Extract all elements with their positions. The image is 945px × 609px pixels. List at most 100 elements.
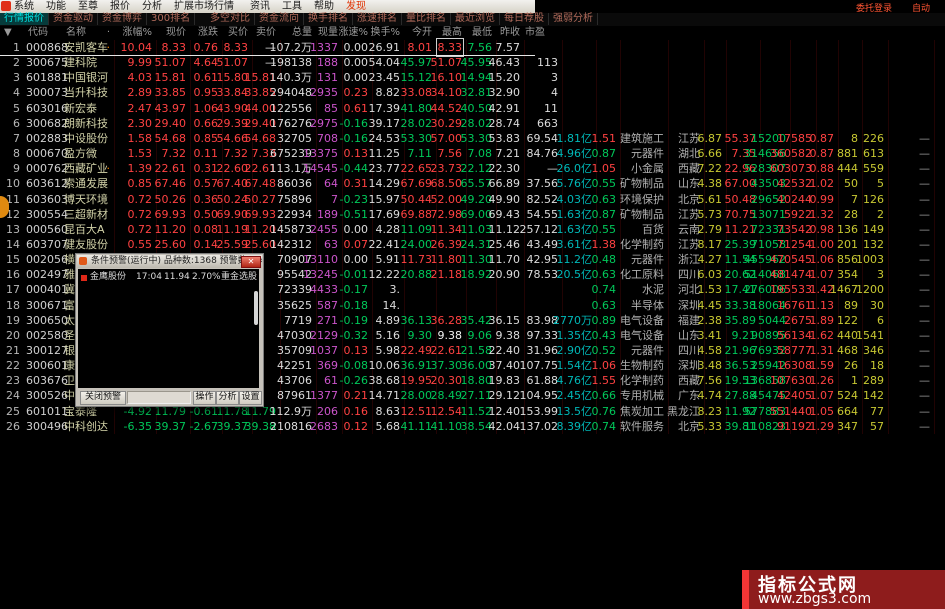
menu-item-8[interactable]: 帮助 [314,1,334,12]
menu-item-discover[interactable]: 发现 [346,1,366,12]
cell-c3: 71058 [751,237,786,251]
close-alert-button[interactable]: 关闭预警 [80,391,126,405]
tab-9[interactable]: 最近浏览 [451,13,500,25]
settings-button[interactable]: 设置 [239,391,262,405]
table-row[interactable]: 1 000868 安凯客车 · 10.04 8.33 0.76 8.33 —107.2万 1337… [0,38,945,57]
column-header-4[interactable]: 现价 [166,27,186,38]
cell-op: 41.80 [400,101,433,115]
column-header-16[interactable]: 市盈 [525,27,545,38]
table-row[interactable]: 25 601011 宝泰隆 -4.92 11.79 -0.61 11.78 11.79 112.… [0,404,945,419]
column-header-13[interactable]: 最高 [442,27,462,38]
column-header-11[interactable]: 换手% [370,27,400,38]
table-row[interactable]: 14 603707 健友股份 0.55 25.60 0.14 25.59 25.60 14231… [0,237,945,252]
table-row[interactable]: 8 000670 盈方微 1.53 7.32 0.11 7.32 7.33 675239 1337… [0,146,945,161]
column-header-15[interactable]: 昨收 [500,27,520,38]
tab-11[interactable]: 强弱分析 [549,13,598,25]
cell-pc: 1.39 [127,162,153,176]
dialog-title-bar[interactable]: 条件预警(运行中) 品种数:1368 预警数:1 » [77,255,262,268]
cell-sp: -0.16 [339,131,368,145]
table-row[interactable]: 4 300073 当升科技 2.89 33.85 0.95 33.84 33.85 294048… [0,85,945,100]
column-header-7[interactable]: 卖价 [256,27,276,38]
menu-item-6[interactable]: 资讯 [250,1,270,12]
table-row[interactable]: 13 000560 昆百大A 0.72 11.20 0.08 11.19 11.20 14587… [0,222,945,237]
table-row[interactable]: 3 601881 中国银河 4.03 15.81 0.61 15.80 15.81 140.3万… [0,70,945,85]
column-header-3[interactable]: 涨幅% [122,27,152,38]
side-marker[interactable] [0,196,9,218]
close-icon[interactable]: ✕ [241,256,261,268]
broker-login-link[interactable]: 委托登录 [856,4,893,14]
column-header-9[interactable]: 现量 [318,27,338,38]
column-header-5[interactable]: 涨跌 [198,27,218,38]
column-header-0[interactable]: 代码 [28,27,48,38]
menu-item-2[interactable]: 至尊 [78,1,98,12]
alert-list-item[interactable]: 金鹰股份 17:04 11.94 2.70% 重金选股 [78,271,259,284]
tab-1[interactable]: 资金驱动 [49,13,98,25]
table-row[interactable]: 26 300496 中科创达 -6.35 39.37 -2.67 39.37 39.38 210… [0,419,945,434]
tab-8[interactable]: 量比排名 [402,13,451,25]
table-row[interactable]: 15002056横店东磁70907131100.005.9111.7311.80… [0,252,945,267]
menu-item-3[interactable]: 报价 [110,1,130,12]
table-row[interactable]: 10 603612 索通发展 0.85 67.46 0.57 67.40 67.48 86036… [0,176,945,191]
cell-tl: — [919,344,930,357]
cell-sp: 0.61 [343,101,369,115]
column-header-14[interactable]: 最低 [472,27,492,38]
table-row[interactable]: 7 002883 中设股份 1.58 54.68 0.85 54.66 54.68 32705 7… [0,131,945,146]
cell-pv: 25.46 [488,237,521,251]
menu-item-7[interactable]: 工具 [282,1,302,12]
cell-c1: 3.48 [697,359,723,373]
dialog-scrollbar[interactable] [254,291,258,325]
cell-cv: 189 [317,207,338,221]
column-header-10[interactable]: 涨速% [338,27,368,38]
menu-item-0[interactable]: 系统 [14,1,34,12]
table-row[interactable]: 19300650太龙照明7719271-0.194.8936.1336.2835… [0,313,945,328]
cell-cv: 85 [324,101,338,115]
cell-nm: 盈方微 [64,147,97,161]
column-header-2[interactable]: · [106,27,110,38]
column-header-8[interactable]: 总量 [292,27,312,38]
cell-ch: 0.50 [193,207,219,221]
cell-as: 39.38 [244,419,277,433]
table-row[interactable]: 24300526中潜股份8796113770.2114.7128.0028.49… [0,388,945,403]
column-header-12[interactable]: 今开 [412,27,432,38]
table-row[interactable]: 5 603016 新宏泰 2.47 43.97 1.06 43.90 44.00 122556 8… [0,101,945,116]
cell-ch: -0.61 [189,404,218,418]
tab-3[interactable]: 300排名 [147,13,196,25]
sort-icon[interactable]: ▼ [4,27,12,38]
table-row[interactable]: 11 603603 博天环境 0.72 50.26 0.36 50.24 50.27 75896… [0,192,945,207]
cell-tu: 5.16 [375,328,401,342]
cell-pv: 19.83 [488,374,521,388]
cell-pe: 54.55 [526,207,559,221]
cell-re: 北京 [678,192,700,206]
cell-c1: 4.58 [697,344,723,357]
tab-0[interactable]: 行情报价 [0,13,49,25]
menu-item-1[interactable]: 功能 [46,1,66,12]
cell-c4: 360582 [770,147,812,161]
column-header-6[interactable]: 买价 [228,27,248,38]
cell-ra: 0.48 [591,253,617,267]
operate-button[interactable]: 操作 [193,391,216,405]
tab-6[interactable]: 换手排名 [304,13,353,25]
cell-bi: 11.19 [216,222,249,236]
analyze-button[interactable]: 分析 [216,391,239,405]
tab-10[interactable]: 每日荐股 [500,13,549,25]
table-row[interactable]: 12 300554 三超新材 0.72 69.93 0.50 69.90 69.93 22934… [0,207,945,222]
tab-5[interactable]: 资金流向 [255,13,304,25]
tab-2[interactable]: 资金博弈 [98,13,147,25]
table-row[interactable]: 16002497雅化集团9554213245-0.0112.2220.8821.… [0,267,945,282]
cell-lo: 9.06 [467,328,493,342]
table-row[interactable]: 2 300675 建科院 9.99 51.07 4.64 51.07—198138 188 0.… [0,55,945,70]
cell-cv: 4433 [310,283,338,297]
dialog-input-field[interactable] [127,391,191,404]
tab-4[interactable]: 多空对比 [206,13,255,25]
table-row[interactable]: 6 300682 朗新科技 2.30 29.40 0.66 29.39 29.40 176276… [0,116,945,131]
auto-label[interactable]: 自动 [912,4,931,14]
table-row[interactable]: 23603676卫信康4370661-0.2638.6819.9520.3018… [0,373,945,388]
menu-item-5[interactable]: 扩展市场行情 [174,1,234,12]
menu-item-4[interactable]: 分析 [142,1,162,12]
cell-vo: 145873 [270,222,312,236]
table-row[interactable]: 9 000762 西藏矿业 · 1.39 22.61 0.31 22.60 22.61 113.1… [0,161,945,176]
tab-7[interactable]: 涨速排名 [353,13,402,25]
column-header-1[interactable]: 名称 [66,27,86,38]
cell-tl: — [919,207,930,221]
cell-pv: 32.90 [488,86,521,100]
